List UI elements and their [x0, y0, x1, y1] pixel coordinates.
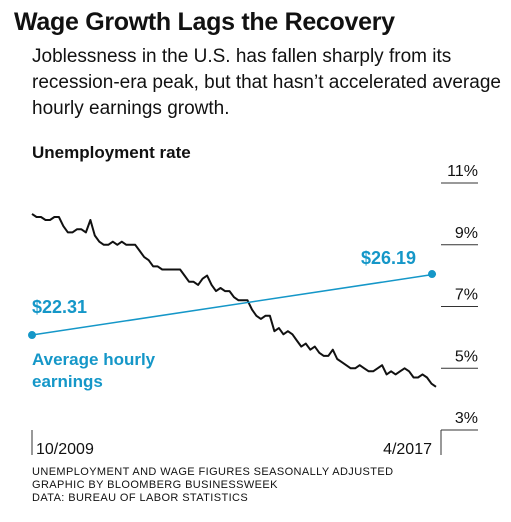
series-label: Average hourly earnings — [32, 350, 156, 391]
footnote: DATA: BUREAU OF LABOR STATISTICS — [32, 492, 249, 504]
value-label: $26.19 — [361, 248, 416, 268]
y-tick-label: 11% — [447, 163, 478, 180]
y-tick-label: 5% — [455, 348, 478, 365]
x-tick-label: 10/2009 — [36, 441, 94, 458]
y-axis-title: Unemployment rate — [32, 143, 191, 162]
y-tick-label: 3% — [455, 410, 478, 427]
x-tick-label: 4/2017 — [383, 441, 432, 458]
data-point — [428, 270, 436, 279]
data-point — [28, 331, 36, 340]
footnote: UNEMPLOYMENT AND WAGE FIGURES SEASONALLY… — [32, 466, 394, 478]
footnotes: UNEMPLOYMENT AND WAGE FIGURES SEASONALLY… — [32, 466, 394, 505]
chart-title: Wage Growth Lags the Recovery — [14, 8, 395, 36]
footnote: GRAPHIC BY BLOOMBERG BUSINESSWEEK — [32, 479, 278, 491]
chart-subtitle: Joblessness in the U.S. has fallen sharp… — [32, 46, 501, 119]
trend-connector — [31, 273, 437, 336]
y-tick-label: 9% — [455, 225, 478, 242]
value-label: $22.31 — [32, 297, 87, 317]
series-line — [31, 213, 437, 388]
y-tick-label: 7% — [455, 287, 478, 304]
